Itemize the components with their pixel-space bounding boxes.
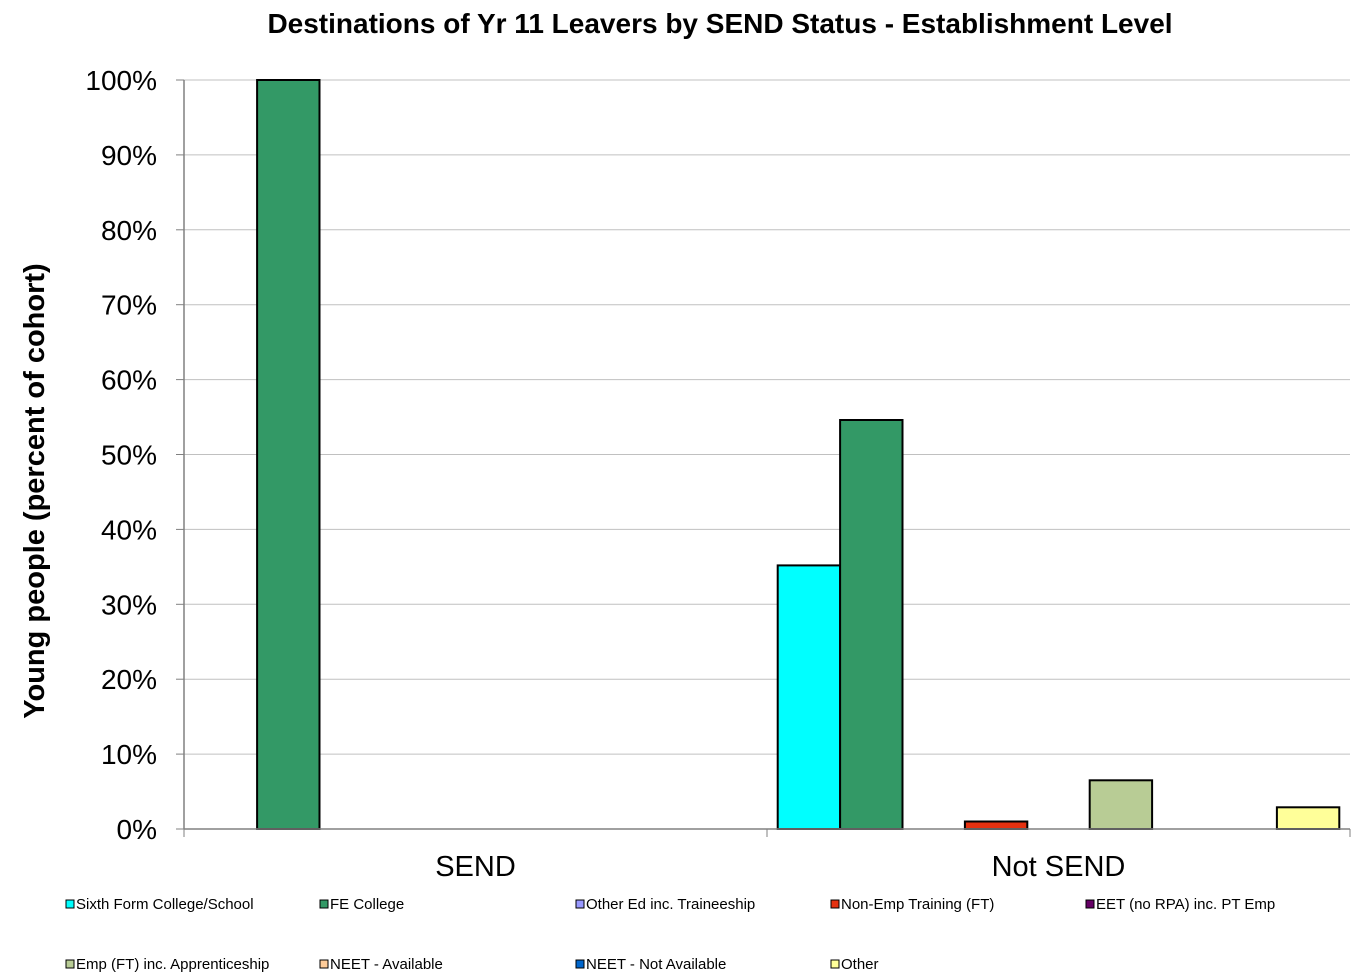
y-tick-label: 30% bbox=[101, 589, 157, 620]
bar bbox=[839, 419, 904, 830]
legend-swatch bbox=[830, 899, 840, 909]
chart-title: Destinations of Yr 11 Leavers by SEND St… bbox=[267, 8, 1173, 39]
y-axis-label: Young people (percent of cohort) bbox=[19, 263, 51, 718]
x-tick-label: Not SEND bbox=[992, 851, 1126, 883]
x-tick-label: SEND bbox=[435, 851, 516, 883]
gridlines bbox=[184, 79, 1350, 755]
y-tick-label: 20% bbox=[101, 664, 157, 695]
y-tick-label: 0% bbox=[117, 814, 157, 845]
legend-label: Sixth Form College/School bbox=[76, 896, 254, 913]
legend-swatch bbox=[575, 899, 585, 909]
y-tick-label: 100% bbox=[85, 65, 157, 96]
x-axis-labels: SEND Not SEND bbox=[435, 851, 1125, 883]
y-tick-label: 70% bbox=[101, 290, 157, 321]
legend-swatch bbox=[830, 959, 840, 969]
y-axis-ticks: 0% 10% 20% 30% 40% 50% 60% 70% 80% 90% 100% bbox=[85, 65, 184, 845]
legend-label: NEET - Available bbox=[330, 956, 443, 973]
legend-label: NEET - Not Available bbox=[586, 956, 726, 973]
legend-swatch bbox=[575, 959, 585, 969]
legend-label: Other bbox=[841, 956, 879, 973]
legend-label: Other Ed inc. Traineeship bbox=[586, 896, 755, 913]
legend-label: Non-Emp Training (FT) bbox=[841, 896, 994, 913]
legend-swatch bbox=[1085, 899, 1095, 909]
legend-swatch bbox=[65, 959, 75, 969]
axes bbox=[183, 80, 1351, 837]
y-tick-label: 50% bbox=[101, 440, 157, 471]
legend: Sixth Form College/School FE College Other… bbox=[65, 896, 1275, 973]
bar bbox=[256, 79, 321, 830]
legend-swatch bbox=[65, 899, 75, 909]
y-tick-label: 40% bbox=[101, 514, 157, 545]
bar bbox=[776, 564, 842, 831]
y-tick-label: 80% bbox=[101, 215, 157, 246]
bars bbox=[256, 79, 1341, 831]
bar bbox=[963, 820, 1029, 830]
legend-label: EET (no RPA) inc. PT Emp bbox=[1096, 896, 1275, 913]
legend-swatch bbox=[319, 899, 329, 909]
bar bbox=[1088, 779, 1154, 830]
y-tick-label: 90% bbox=[101, 140, 157, 171]
legend-label: Emp (FT) inc. Apprenticeship bbox=[76, 956, 269, 973]
legend-label: FE College bbox=[330, 896, 404, 913]
y-tick-label: 60% bbox=[101, 365, 157, 396]
legend-swatch bbox=[319, 959, 329, 969]
bar bbox=[1275, 806, 1341, 830]
y-tick-label: 10% bbox=[101, 739, 157, 770]
